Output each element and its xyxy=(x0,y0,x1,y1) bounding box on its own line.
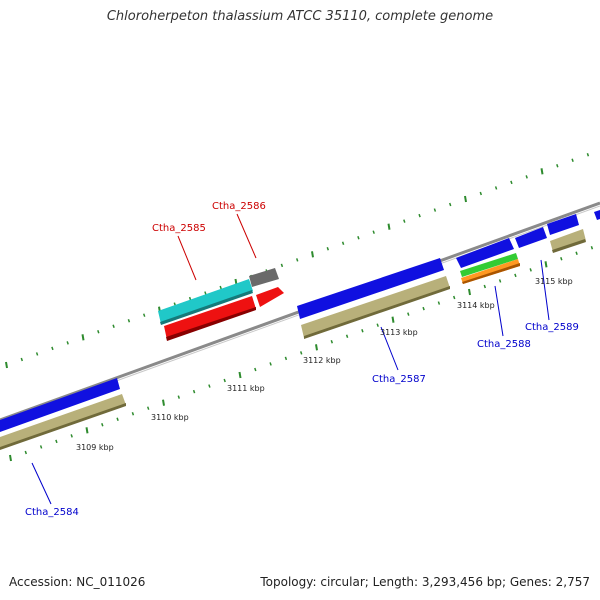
tick-mark xyxy=(192,389,196,394)
tick-mark xyxy=(391,316,395,323)
tick-mark xyxy=(177,395,181,399)
tick-mark xyxy=(468,288,471,296)
gene-ctha-2584[interactable] xyxy=(0,378,126,450)
tick-mark xyxy=(85,427,89,434)
tick-mark xyxy=(269,362,272,366)
tick-mark xyxy=(498,279,502,283)
tick-mark xyxy=(299,351,303,355)
tick-mark xyxy=(586,152,590,157)
tick-mark xyxy=(494,186,498,190)
accession-text: Accession: NC_011026 xyxy=(9,575,146,589)
tick-mark xyxy=(448,202,452,207)
tick-mark xyxy=(9,454,12,462)
tick-mark xyxy=(5,361,8,369)
tick-mark xyxy=(146,406,150,410)
tick-mark xyxy=(590,245,594,250)
tick-mark xyxy=(208,384,211,388)
scale-label-3112: 3112 kbp xyxy=(303,356,341,365)
callout-lines xyxy=(31,213,550,505)
tick-mark xyxy=(544,261,548,268)
tick-mark xyxy=(571,158,574,162)
tick-mark xyxy=(295,258,299,262)
topology-text: Topology: circular; Length: 3,293,456 bp… xyxy=(260,575,590,589)
tick-mark xyxy=(556,164,559,168)
tick-mark xyxy=(372,230,375,234)
tick-mark xyxy=(452,295,456,300)
outer-tick-track xyxy=(5,152,590,369)
tick-mark xyxy=(341,241,345,246)
tick-mark xyxy=(35,352,39,356)
scale-label-3114: 3114 kbp xyxy=(457,301,495,310)
tick-mark xyxy=(525,175,528,179)
gene-label-ctha-2588[interactable]: Ctha_2588 xyxy=(477,339,531,350)
tick-mark xyxy=(510,180,513,185)
tick-mark xyxy=(361,328,364,333)
tick-mark xyxy=(284,356,288,361)
tick-mark xyxy=(560,257,563,261)
tick-mark xyxy=(422,306,425,311)
tick-mark xyxy=(66,341,69,345)
tick-mark xyxy=(39,445,43,449)
tick-mark xyxy=(223,378,226,383)
tick-mark xyxy=(20,357,24,362)
tick-mark xyxy=(219,285,222,290)
tick-mark xyxy=(376,323,379,327)
tick-mark xyxy=(142,313,146,317)
gene-ctha-2587[interactable] xyxy=(297,258,450,339)
tick-mark xyxy=(204,291,207,295)
gene-label-ctha-2589[interactable]: Ctha_2589 xyxy=(525,322,579,333)
tick-mark xyxy=(280,263,284,268)
tick-mark xyxy=(24,450,28,455)
tick-mark xyxy=(70,434,73,438)
gene-ctha-2588[interactable] xyxy=(456,238,520,284)
tick-mark xyxy=(357,235,360,240)
scale-label-3115: 3115 kbp xyxy=(535,277,573,286)
tick-mark xyxy=(418,213,421,218)
tick-mark xyxy=(514,273,517,278)
tick-mark xyxy=(127,318,131,323)
tick-mark xyxy=(540,168,544,175)
tick-mark xyxy=(101,423,104,427)
tick-mark xyxy=(529,268,532,272)
tick-mark xyxy=(311,251,314,258)
tick-mark xyxy=(387,223,391,230)
gene-ctha-2585[interactable] xyxy=(158,279,256,341)
gene-label-ctha-2586[interactable]: Ctha_2586 xyxy=(212,201,266,212)
scale-label-3109: 3109 kbp xyxy=(76,443,114,452)
tick-mark xyxy=(433,208,437,212)
tick-mark xyxy=(51,346,54,351)
tick-mark xyxy=(81,334,85,341)
tick-mark xyxy=(345,334,349,339)
scale-label-3110: 3110 kbp xyxy=(151,413,189,422)
genome-title: Chloroherpeton thalassium ATCC 35110, co… xyxy=(106,9,494,24)
gene-label-ctha-2587[interactable]: Ctha_2587 xyxy=(372,374,426,385)
tick-mark xyxy=(162,399,165,406)
tick-mark xyxy=(238,371,242,379)
inner-tick-track xyxy=(9,245,594,462)
tick-mark xyxy=(407,312,410,316)
tick-mark xyxy=(464,195,467,203)
gene-ctha-2589[interactable] xyxy=(515,210,600,253)
tick-mark xyxy=(483,284,487,289)
tick-mark xyxy=(112,324,115,329)
tick-mark xyxy=(97,330,100,334)
tick-mark xyxy=(131,411,135,416)
scale-label-3113: 3113 kbp xyxy=(380,328,418,337)
scale-label-3111: 3111 kbp xyxy=(227,384,265,393)
tick-mark xyxy=(330,340,334,344)
tick-mark xyxy=(55,439,58,444)
tick-mark xyxy=(315,344,318,351)
tick-mark xyxy=(437,301,441,305)
gene-label-ctha-2584[interactable]: Ctha_2584 xyxy=(25,507,79,518)
tick-mark xyxy=(575,251,578,255)
gene-label-ctha-2585[interactable]: Ctha_2585 xyxy=(152,223,206,234)
tick-mark xyxy=(326,247,330,251)
tick-mark xyxy=(116,417,119,422)
tick-mark xyxy=(254,367,257,372)
tick-mark xyxy=(479,191,483,196)
gene-ctha-2586[interactable] xyxy=(249,268,284,307)
tick-mark xyxy=(403,219,406,223)
